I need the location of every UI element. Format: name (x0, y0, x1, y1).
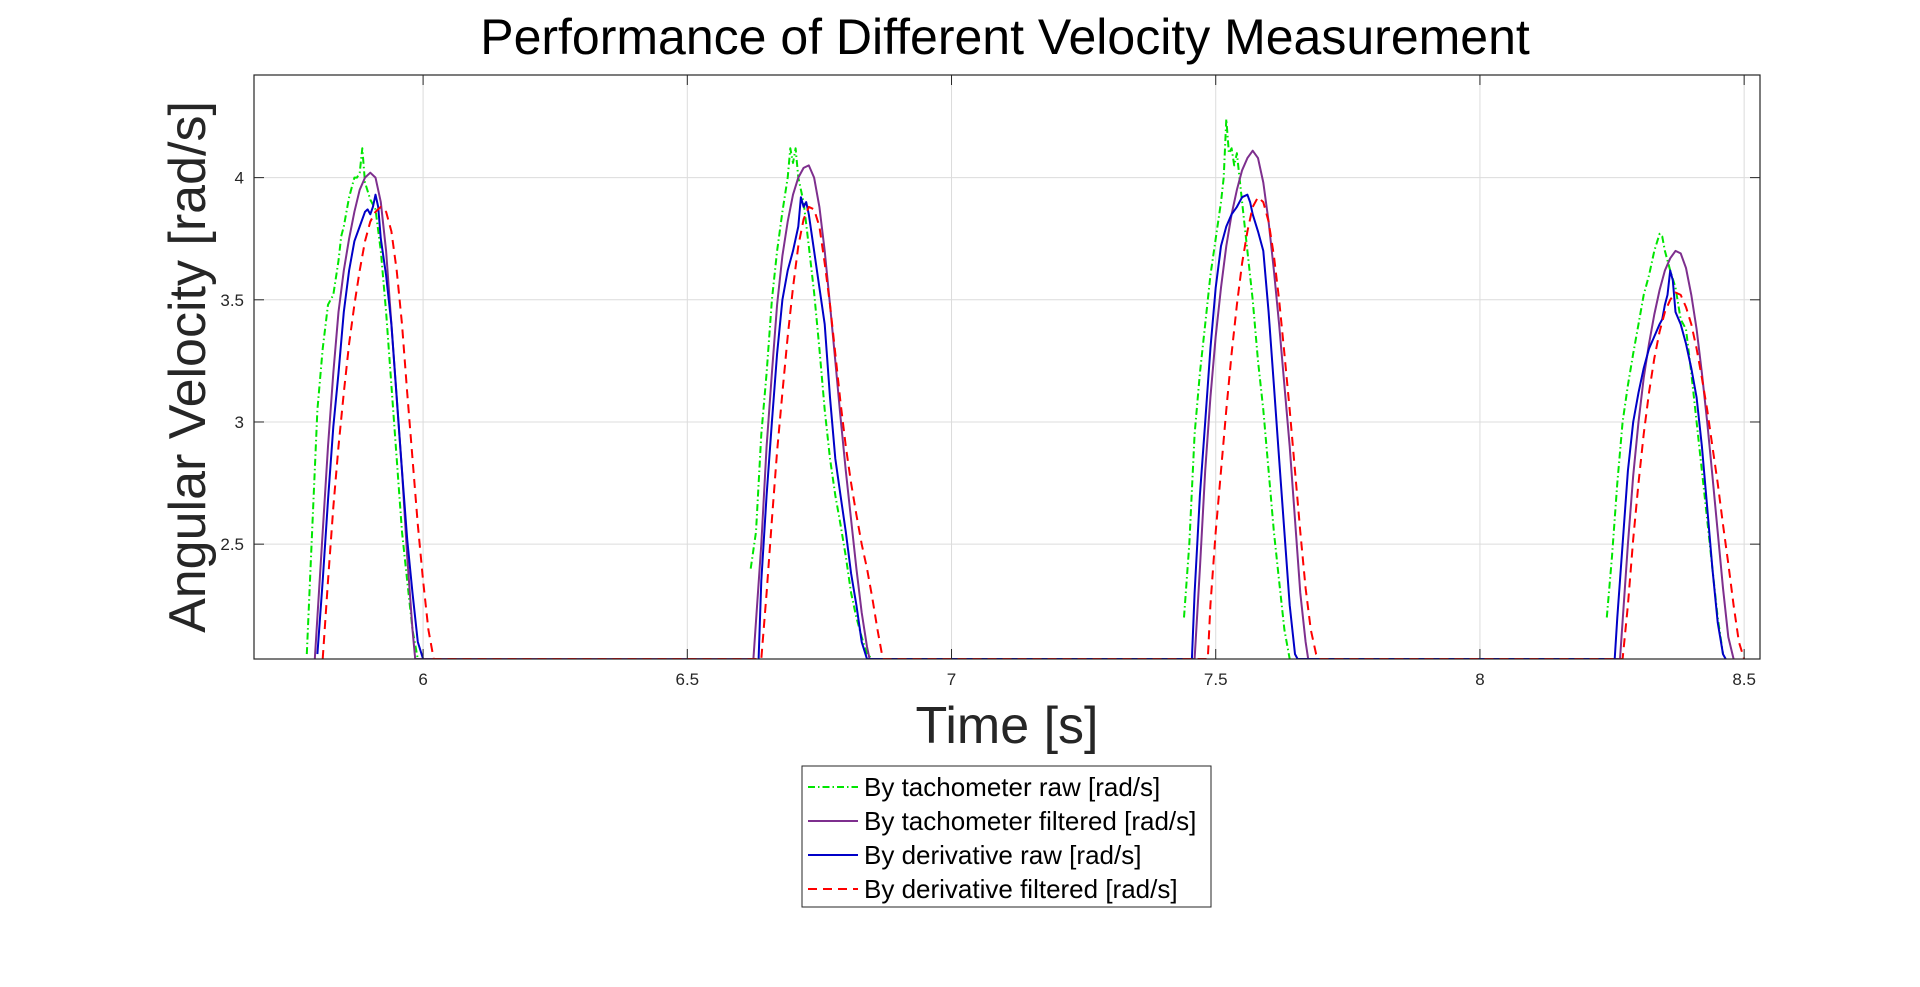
y-tick-label: 3 (235, 413, 244, 432)
y-axis-title: Angular Velocity [rad/s] (159, 101, 217, 633)
x-tick-label: 7 (947, 670, 956, 689)
chart-title: Performance of Different Velocity Measur… (480, 9, 1530, 65)
plot-frame (253, 74, 1761, 660)
x-tick-label: 8 (1475, 670, 1484, 689)
x-axis-title: Time [s] (916, 697, 1099, 755)
x-tick-label: 7.5 (1204, 670, 1228, 689)
series-line-3 (316, 193, 1727, 659)
legend-box (801, 765, 1212, 908)
x-tick-label: 6 (418, 670, 427, 689)
series-layer (305, 118, 1746, 659)
x-tick-label: 8.5 (1732, 670, 1756, 689)
y-tick-label: 2.5 (220, 535, 244, 554)
y-tick-label: 3.5 (220, 291, 244, 310)
axis-ticks: 6 6.5 7 7.5 8 8.5 2.5 3 3.5 4 (220, 75, 1760, 689)
series-line-4 (321, 196, 1746, 659)
legend-label-1: By tachometer raw [rad/s] (864, 772, 1160, 802)
legend-label-3: By derivative raw [rad/s] (864, 840, 1141, 870)
y-tick-label: 4 (235, 169, 244, 188)
grid-lines (254, 75, 1760, 659)
legend: By tachometer raw [rad/s] By tachometer f… (801, 765, 1212, 908)
x-tick-label: 6.5 (675, 670, 699, 689)
series-line-1 (305, 118, 1724, 659)
legend-label-4: By derivative filtered [rad/s] (864, 874, 1178, 904)
legend-label-2: By tachometer filtered [rad/s] (864, 806, 1196, 836)
